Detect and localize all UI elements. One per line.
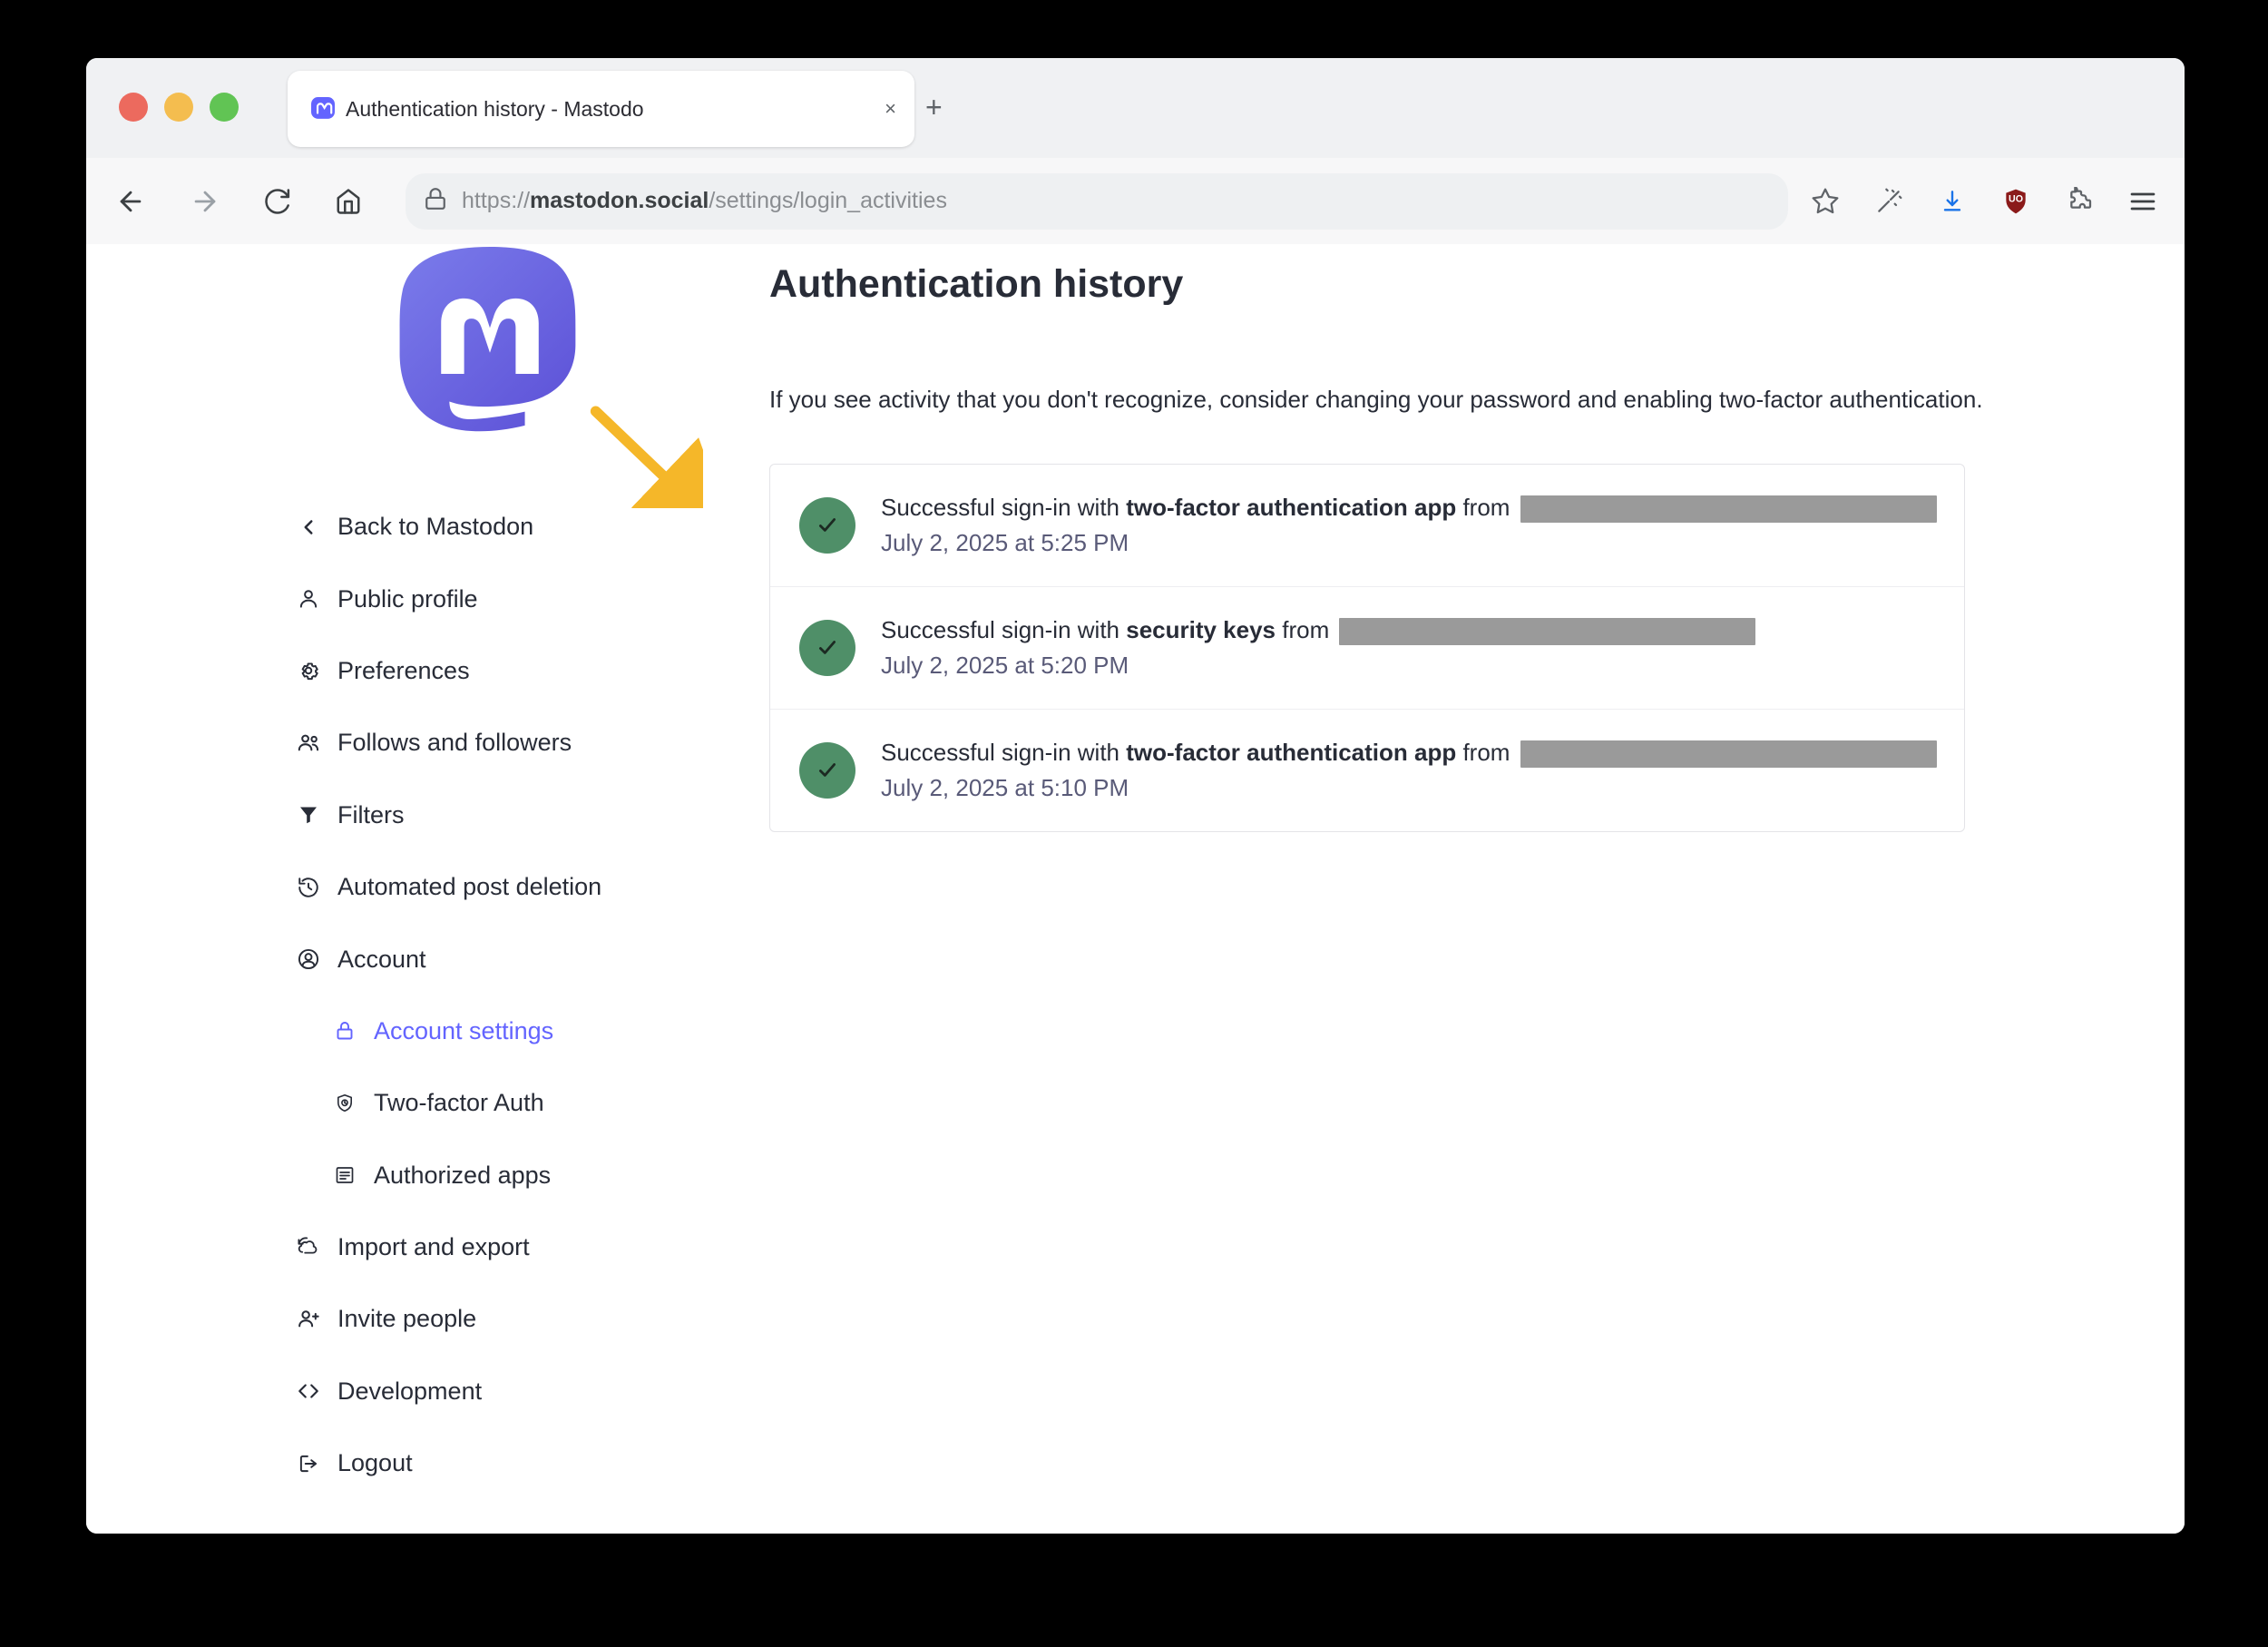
svg-text:UO: UO: [2009, 193, 2023, 204]
